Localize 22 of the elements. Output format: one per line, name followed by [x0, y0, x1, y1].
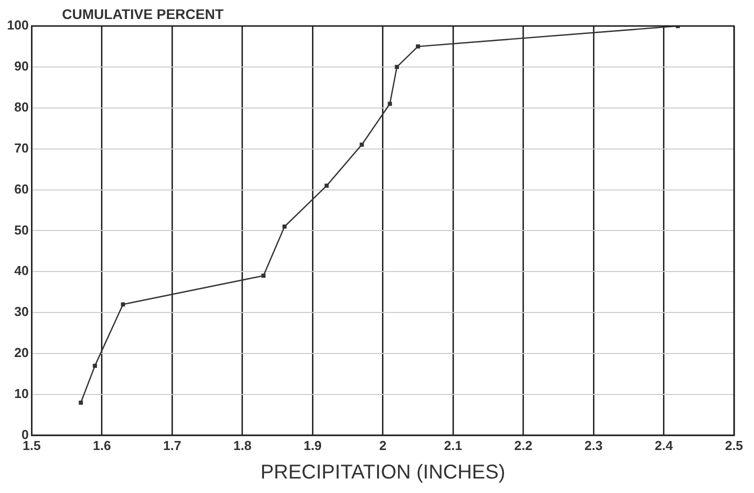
y-tick-label: 40: [14, 263, 29, 278]
y-tick-label: 60: [14, 181, 29, 196]
x-tick-label: 2: [379, 438, 386, 453]
x-tick-label: 2.2: [514, 438, 532, 453]
y-tick-label: 20: [14, 345, 29, 360]
x-tick-label: 1.8: [233, 438, 252, 453]
y-tick-label: 10: [14, 386, 29, 402]
x-tick-label: 1.6: [92, 438, 111, 453]
x-tick-label: 1.9: [304, 438, 322, 453]
x-tick-label: 2.3: [584, 438, 603, 453]
y-tick-label: 70: [14, 140, 29, 156]
y-tick-label: 90: [14, 58, 29, 74]
x-tick-label: 2.5: [724, 438, 744, 453]
y-tick-label: 100: [6, 18, 29, 33]
x-axis-title: PRECIPITATION (INCHES): [260, 462, 506, 484]
x-tick-label: 1.7: [163, 438, 182, 453]
y-tick-label: 80: [14, 99, 29, 114]
x-tick-label: 2.4: [654, 438, 674, 453]
y-tick-label: 30: [14, 304, 29, 320]
y-axis-title: CUMULATIVE PERCENT: [62, 6, 224, 22]
x-tick-label: 2.1: [444, 438, 462, 453]
y-tick-label: 50: [14, 222, 29, 238]
